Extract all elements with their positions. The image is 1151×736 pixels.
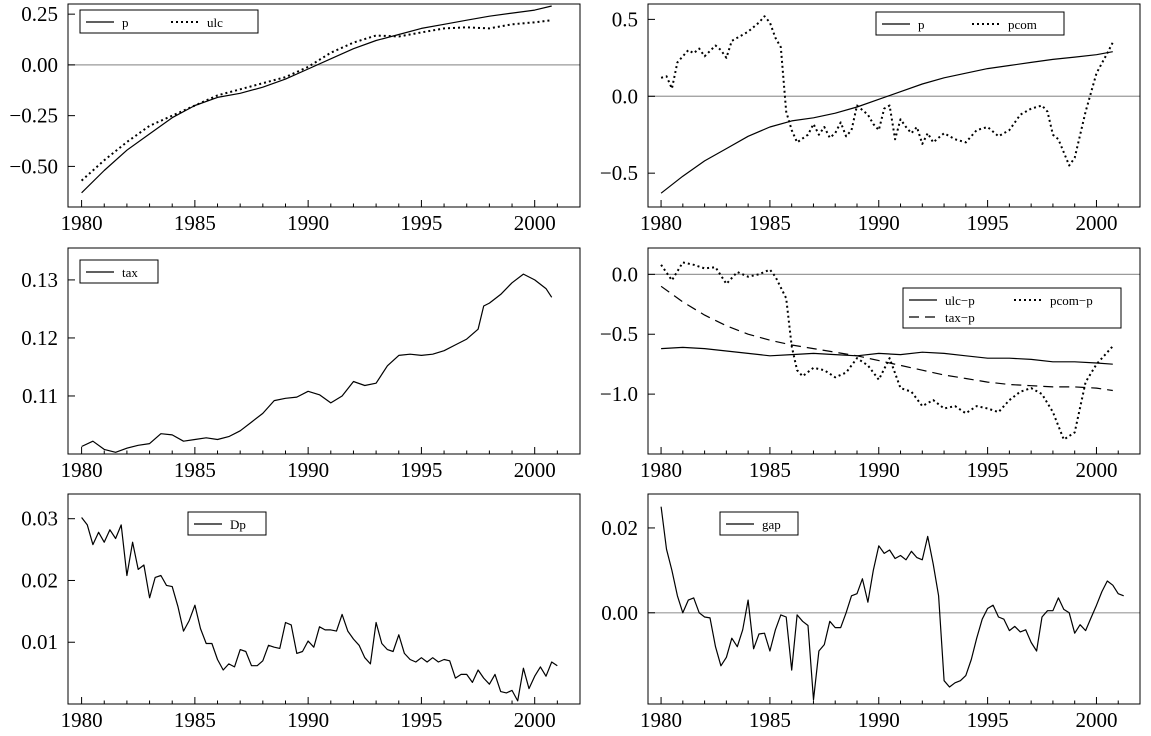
x-tick-label: 1985 [174, 458, 216, 482]
x-tick-label: 1990 [287, 708, 329, 732]
plot-frame [647, 493, 1141, 705]
legend-label: ulc [207, 15, 223, 30]
x-tick-label: 2000 [1075, 211, 1117, 235]
y-tick-label: 0.5 [612, 7, 638, 31]
x-tick-label: 1980 [640, 458, 682, 482]
chart-panel-p1: 1980 1985 1990 1995 2000 0.25 0.00 −0.25 −0.50 p u… [9, 2, 581, 235]
y-tick-label: 0.00 [601, 601, 638, 625]
x-tick-label: 1985 [174, 211, 216, 235]
x-tick-label: 1995 [400, 708, 442, 732]
legend-label: p [918, 17, 925, 32]
x-tick-label: 1995 [967, 211, 1009, 235]
x-tick-label: 1985 [749, 708, 791, 732]
y-tick-label: 0.02 [21, 568, 58, 592]
x-tick-label: 1990 [858, 211, 900, 235]
plot-frame [67, 493, 581, 705]
series-line-tax−p [660, 285, 1113, 392]
x-tick-label: 1980 [61, 211, 103, 235]
series-line-tax [81, 273, 553, 453]
series-line-Dp [81, 517, 558, 702]
y-tick-label: 0.12 [21, 326, 58, 350]
plot-frame [67, 3, 581, 208]
y-tick-label: 0.25 [21, 2, 58, 26]
chart-panel-p3: 1980 1985 1990 1995 2000 0.13 0.12 0.11 tax [21, 247, 581, 482]
x-tick-label: 2000 [1075, 708, 1117, 732]
series-line-ulc [80, 19, 552, 182]
chart-panel-p4: 1980 1985 1990 1995 2000 0.0 −0.5 −1.0 ulc−p pcom… [600, 247, 1141, 482]
y-tick-label: 0.13 [21, 268, 58, 292]
legend-label: gap [762, 517, 781, 532]
y-tick-label: −0.5 [600, 322, 638, 346]
series-line-gap [660, 506, 1124, 701]
x-tick-label: 1995 [967, 458, 1009, 482]
plot-frame [647, 247, 1141, 455]
y-tick-label: 0.00 [21, 53, 58, 77]
x-tick-label: 1980 [640, 211, 682, 235]
series-line-pcom [660, 15, 1114, 167]
x-tick-label: 1980 [61, 708, 103, 732]
x-tick-label: 1980 [640, 708, 682, 732]
x-tick-label: 1995 [400, 458, 442, 482]
legend-label: tax−p [945, 310, 975, 325]
series-line-p [660, 51, 1113, 194]
legend-label: pcom [1008, 17, 1037, 32]
x-tick-label: 1985 [174, 708, 216, 732]
y-tick-label: 0.11 [22, 384, 58, 408]
legend-box [79, 9, 259, 34]
y-tick-label: 0.0 [612, 262, 638, 286]
y-tick-label: 0.01 [21, 630, 58, 654]
x-tick-label: 1985 [749, 211, 791, 235]
series-line-ulc−p [661, 346, 1113, 365]
y-tick-label: −1.0 [600, 382, 638, 406]
chart-panel-p6: 1980 1985 1990 1995 2000 0.02 0.00 gap [601, 493, 1141, 732]
x-tick-label: 1990 [287, 458, 329, 482]
legend-label: pcom−p [1050, 293, 1093, 308]
x-tick-label: 2000 [1075, 458, 1117, 482]
y-tick-label: 0.0 [612, 84, 638, 108]
y-tick-label: −0.50 [9, 154, 58, 178]
legend-label: Dp [230, 517, 246, 532]
x-tick-label: 1990 [858, 708, 900, 732]
x-tick-label: 2000 [514, 458, 556, 482]
x-tick-label: 1980 [61, 458, 103, 482]
x-tick-label: 1995 [967, 708, 1009, 732]
legend-label: ulc−p [945, 293, 975, 308]
y-tick-label: 0.03 [21, 507, 58, 531]
legend-box [719, 511, 799, 536]
legend-box [79, 259, 159, 284]
x-tick-label: 1990 [858, 458, 900, 482]
x-tick-label: 1990 [287, 211, 329, 235]
x-tick-label: 2000 [514, 211, 556, 235]
plot-frame [647, 3, 1141, 208]
legend-box [902, 287, 1122, 329]
y-tick-label: −0.25 [9, 104, 58, 128]
plot-frame [67, 247, 581, 455]
legend-box [875, 11, 1065, 36]
y-tick-label: 0.02 [601, 516, 638, 540]
x-tick-label: 2000 [514, 708, 556, 732]
x-tick-label: 1985 [749, 458, 791, 482]
legend-label: p [122, 15, 129, 30]
chart-panel-p5: 1980 1985 1990 1995 2000 0.03 0.02 0.01 Dp [21, 493, 581, 732]
series-line-pcom−p [660, 261, 1114, 441]
y-tick-label: −0.5 [600, 161, 638, 185]
legend-label: tax [122, 265, 138, 280]
series-line-p [81, 5, 552, 194]
legend-box [187, 511, 267, 536]
x-tick-label: 1995 [400, 211, 442, 235]
chart-panel-p2: 1980 1985 1990 1995 2000 0.5 0.0 −0.5 p pcom [600, 3, 1141, 235]
